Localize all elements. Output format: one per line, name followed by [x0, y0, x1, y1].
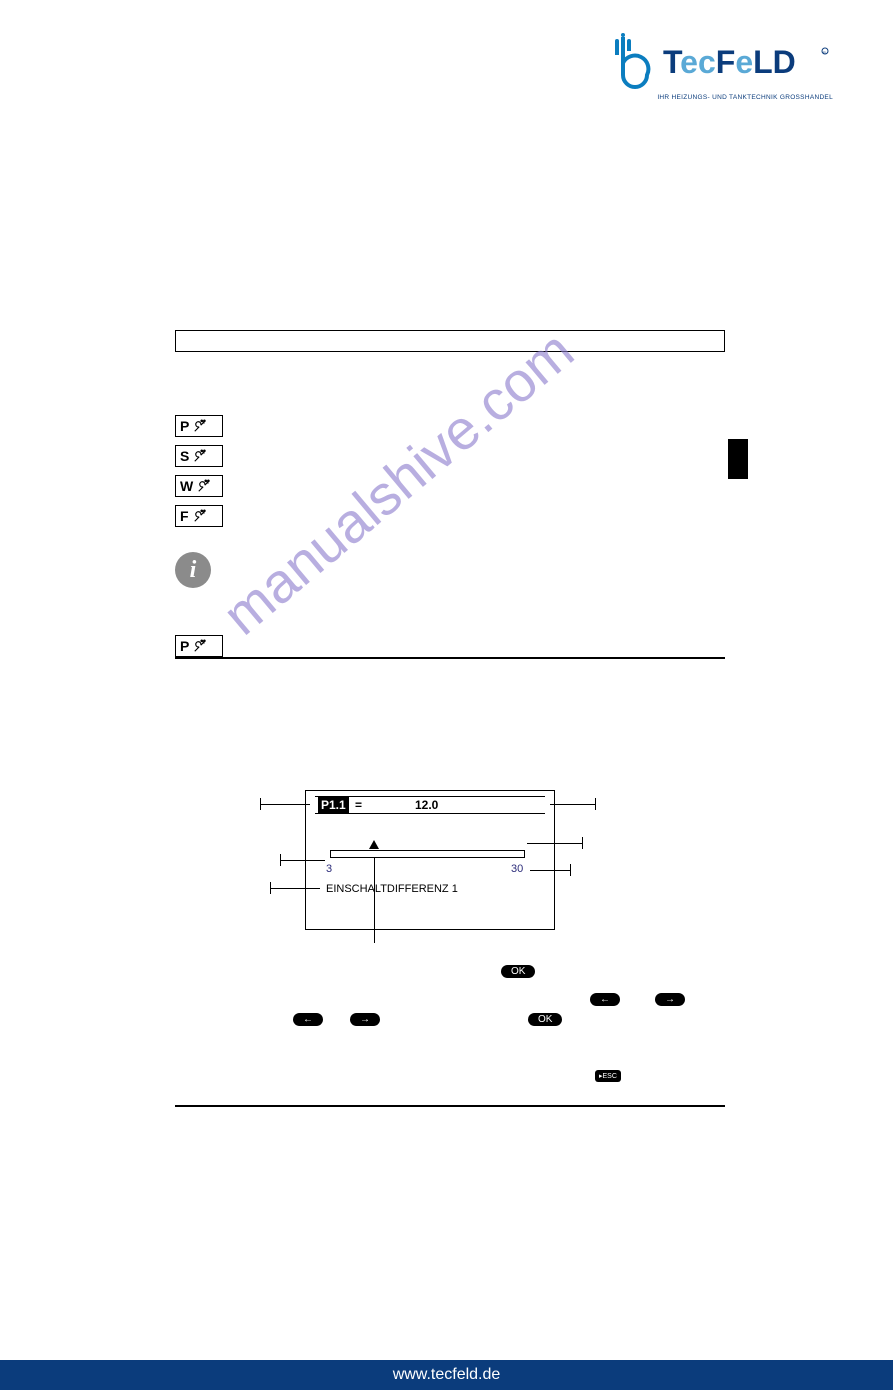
ok-button-icon: OK: [528, 1013, 562, 1026]
wrench-icon: [193, 449, 207, 463]
footer-url: www.tecfeld.de: [393, 1366, 501, 1383]
wrench-icon: [193, 639, 207, 653]
tecfeld-logo: TecFeLD R: [593, 25, 833, 95]
menu-letter: F: [180, 508, 189, 524]
param-min: 3: [326, 863, 332, 875]
section-heading-box: [175, 330, 725, 352]
menu-letter: P: [180, 418, 189, 434]
param-value: 12.0: [415, 798, 438, 812]
info-icon: i: [175, 552, 211, 588]
wrench-icon: [197, 479, 211, 493]
logo-tagline: IHR HEIZUNGS- UND TANKTECHNIK GROSSHANDE…: [593, 94, 833, 101]
ok-button-icon: OK: [501, 965, 535, 978]
menu-p-icon: P: [175, 415, 223, 437]
page-tab-marker: [728, 439, 748, 479]
svg-text:TecFeLD: TecFeLD: [663, 44, 796, 80]
menu-w-icon: W: [175, 475, 223, 497]
esc-button-icon: ▸ESC: [595, 1070, 621, 1082]
footer-bar: www.tecfeld.de: [0, 1360, 893, 1390]
p-section-header: P: [175, 635, 725, 659]
section-footer-rule: [175, 1105, 725, 1107]
menu-s-icon: S: [175, 445, 223, 467]
header-logo-area: TecFeLD R IHR HEIZUNGS- UND TANKTECHNIK …: [593, 25, 833, 101]
svg-text:R: R: [823, 50, 826, 55]
menu-f-icon: F: [175, 505, 223, 527]
param-slider-track: [330, 850, 525, 858]
menu-letter: W: [180, 478, 193, 494]
menu-icon-column: P S W F i: [175, 415, 725, 588]
menu-letter: S: [180, 448, 189, 464]
right-arrow-button-icon: →: [350, 1013, 380, 1026]
wrench-icon: [193, 509, 207, 523]
param-description: EINSCHALTDIFFERENZ 1: [326, 883, 458, 895]
param-max: 30: [511, 863, 523, 875]
wrench-icon: [193, 419, 207, 433]
param-equals: =: [355, 798, 362, 812]
right-arrow-button-icon: →: [655, 993, 685, 1006]
left-arrow-button-icon: ←: [590, 993, 620, 1006]
parameter-diagram: P1.1 = 12.0 3 30 EINSCHALTDIFFERENZ 1: [175, 760, 725, 980]
param-code: P1.1: [318, 797, 349, 813]
left-arrow-button-icon: ←: [293, 1013, 323, 1026]
menu-letter: P: [180, 638, 189, 654]
param-slider-marker: [369, 840, 379, 849]
